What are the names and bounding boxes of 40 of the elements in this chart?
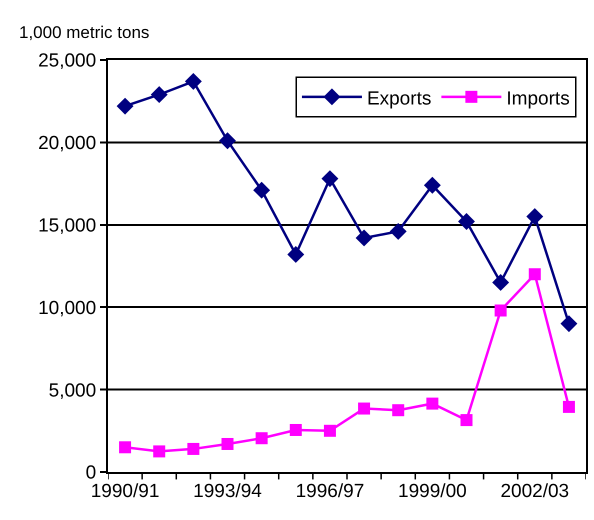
y-tick-label: 20,000 — [38, 133, 96, 154]
x-tick-label: 1993/94 — [193, 480, 262, 502]
point — [321, 170, 338, 188]
point — [358, 402, 370, 415]
x-tick-label: 1996/97 — [296, 480, 364, 502]
point — [184, 72, 202, 90]
point — [253, 182, 270, 199]
point — [494, 304, 507, 316]
legend-label: Imports — [506, 88, 570, 110]
point — [492, 274, 510, 291]
point — [424, 176, 441, 194]
point — [119, 441, 132, 454]
point — [222, 438, 234, 450]
x-tick-label: 1999/00 — [398, 480, 467, 502]
point — [324, 424, 336, 437]
point — [526, 208, 544, 226]
point — [390, 222, 407, 240]
y-tick-label: 25,000 — [38, 50, 96, 72]
y-tick-label: 5,000 — [48, 380, 96, 402]
point — [150, 86, 168, 104]
point — [219, 132, 236, 150]
point — [187, 442, 200, 455]
point — [356, 230, 373, 246]
point — [458, 213, 475, 230]
point — [287, 246, 304, 263]
point — [426, 398, 438, 410]
point — [560, 315, 578, 332]
point — [392, 404, 404, 416]
y-axis-title: 1,000 metric tons — [19, 23, 150, 42]
point — [562, 400, 575, 413]
legend-label: Exports — [366, 88, 432, 110]
x-tick-label: 2002/03 — [500, 480, 570, 502]
point — [290, 424, 302, 436]
point — [528, 268, 541, 280]
point — [256, 432, 268, 444]
point — [153, 445, 166, 458]
point — [116, 98, 134, 115]
y-tick-label: 10,000 — [38, 298, 96, 319]
y-tick-label: 15,000 — [38, 215, 96, 236]
point — [460, 414, 472, 426]
